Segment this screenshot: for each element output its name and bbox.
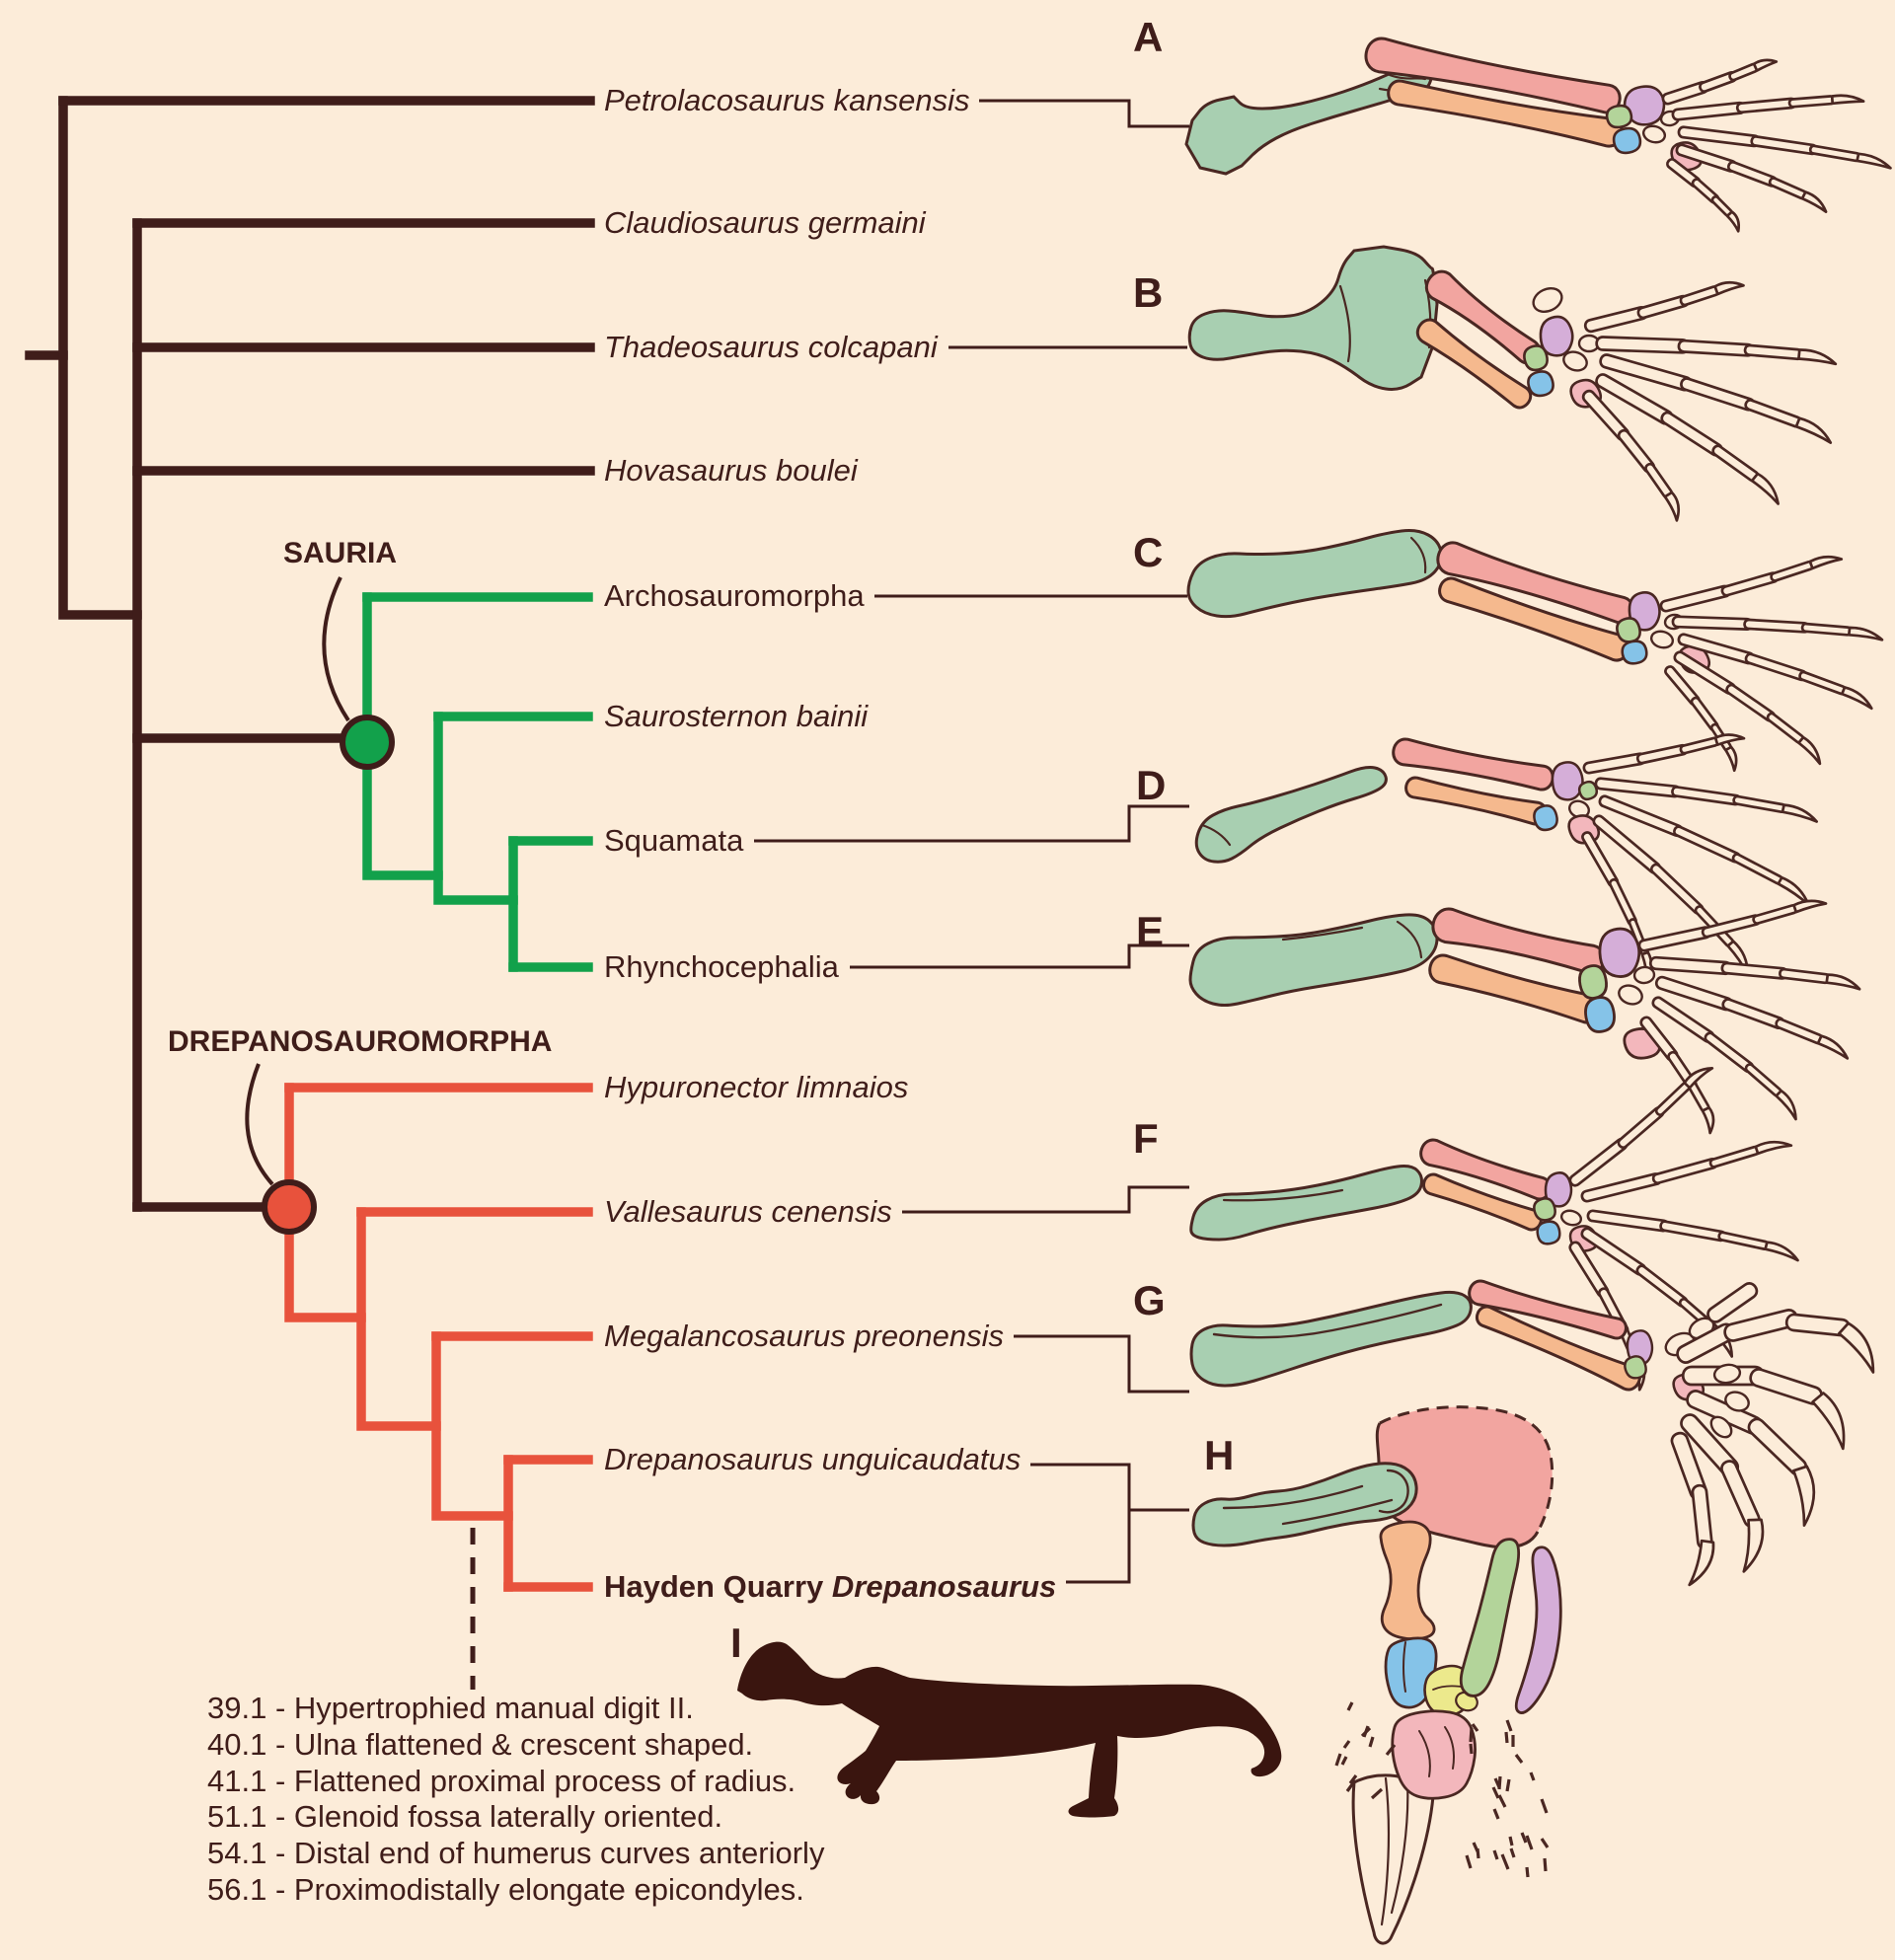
- svg-text:F: F: [1133, 1115, 1159, 1162]
- svg-text:Squamata: Squamata: [604, 823, 744, 858]
- svg-text:Rhynchocephalia: Rhynchocephalia: [604, 949, 840, 984]
- svg-text:E: E: [1136, 908, 1164, 954]
- svg-text:Hovasaurus boulei: Hovasaurus boulei: [604, 453, 859, 488]
- svg-text:Megalancosaurus preonensis: Megalancosaurus preonensis: [604, 1319, 1004, 1353]
- svg-text:Drepanosaurus unguicaudatus: Drepanosaurus unguicaudatus: [604, 1442, 1021, 1476]
- svg-text:Saurosternon bainii: Saurosternon bainii: [604, 699, 869, 733]
- svg-text:41.1 - Flattened proximal proc: 41.1 - Flattened proximal process of rad…: [207, 1764, 796, 1798]
- svg-text:I: I: [730, 1620, 742, 1666]
- svg-text:A: A: [1133, 14, 1163, 60]
- svg-text:DREPANOSAUROMORPHA: DREPANOSAUROMORPHA: [168, 1025, 552, 1058]
- svg-text:SAURIA: SAURIA: [283, 537, 397, 569]
- svg-text:B: B: [1133, 269, 1163, 316]
- svg-text:51.1 - Glenoid fossa laterally: 51.1 - Glenoid fossa laterally oriented.: [207, 1799, 722, 1834]
- svg-text:Hayden Quarry Drepanosaurus: Hayden Quarry Drepanosaurus: [604, 1569, 1056, 1604]
- svg-text:G: G: [1133, 1277, 1166, 1323]
- svg-text:Claudiosaurus germaini: Claudiosaurus germaini: [604, 205, 927, 240]
- svg-text:Hypuronector limnaios: Hypuronector limnaios: [604, 1070, 908, 1104]
- svg-text:Thadeosaurus colcapani: Thadeosaurus colcapani: [604, 330, 939, 364]
- svg-text:Vallesaurus cenensis: Vallesaurus cenensis: [604, 1194, 892, 1229]
- svg-text:40.1 - Ulna flattened & cresce: 40.1 - Ulna flattened & crescent shaped.: [207, 1727, 753, 1762]
- svg-text:Petrolacosaurus kansensis: Petrolacosaurus kansensis: [604, 83, 969, 117]
- svg-text:56.1 - Proximodistally elongat: 56.1 - Proximodistally elongate epicondy…: [207, 1872, 804, 1907]
- svg-text:39.1 - Hypertrophied manual di: 39.1 - Hypertrophied manual digit II.: [207, 1691, 694, 1725]
- svg-text:D: D: [1136, 762, 1166, 808]
- svg-text:H: H: [1204, 1432, 1234, 1478]
- svg-text:C: C: [1133, 529, 1163, 575]
- svg-text:54.1 - Distal end of humerus c: 54.1 - Distal end of humerus curves ante…: [207, 1836, 825, 1870]
- svg-text:Archosauromorpha: Archosauromorpha: [604, 578, 865, 613]
